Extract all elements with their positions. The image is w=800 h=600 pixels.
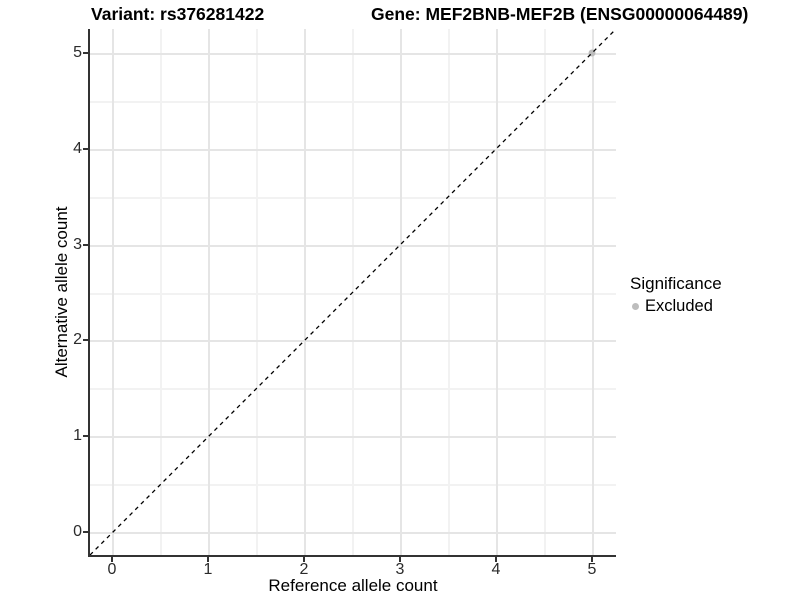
gridline-major-v xyxy=(400,29,402,555)
x-axis-line xyxy=(88,555,616,557)
legend-title: Significance xyxy=(630,274,722,293)
gridline-minor-v xyxy=(448,29,450,555)
gridline-minor-h xyxy=(90,101,616,103)
y-tick-mark xyxy=(83,339,88,341)
x-tick-label-4: 4 xyxy=(491,561,501,578)
y-tick-label-3: 3 xyxy=(73,236,82,253)
y-axis-title: Alternative allele count xyxy=(52,206,71,378)
plot-panel xyxy=(90,29,616,555)
x-tick-mark xyxy=(207,557,209,562)
gridline-major-h xyxy=(90,340,616,342)
y-tick-mark xyxy=(83,244,88,246)
y-tick-mark xyxy=(83,148,88,150)
legend-item-excluded: Excluded xyxy=(632,297,722,316)
gridline-minor-v xyxy=(256,29,258,555)
plot-title-gene: Gene: MEF2BNB-MEF2B (ENSG00000064489) xyxy=(371,4,749,24)
identity-dashed-line xyxy=(90,29,616,555)
gridline-major-h xyxy=(90,532,616,534)
y-tick-mark xyxy=(83,531,88,533)
gridline-minor-h xyxy=(90,197,616,199)
x-tick-label-1: 1 xyxy=(203,561,213,578)
gridline-major-h xyxy=(90,149,616,151)
y-tick-label-0: 0 xyxy=(73,523,82,540)
gridline-major-h xyxy=(90,53,616,55)
gridline-major-v xyxy=(592,29,594,555)
x-tick-label-0: 0 xyxy=(107,561,117,578)
y-tick-label-4: 4 xyxy=(73,140,82,157)
gridline-major-v xyxy=(496,29,498,555)
gridline-major-h xyxy=(90,436,616,438)
plot-title-variant: Variant: rs376281422 xyxy=(91,4,265,24)
gridline-major-h xyxy=(90,245,616,247)
x-tick-mark xyxy=(591,557,593,562)
y-tick-label-1: 1 xyxy=(73,427,82,444)
gridline-minor-h xyxy=(90,484,616,486)
scatter-layer xyxy=(90,29,616,555)
gridline-minor-h xyxy=(90,293,616,295)
legend: Significance Excluded xyxy=(630,274,722,316)
y-tick-label-2: 2 xyxy=(73,331,82,348)
x-tick-label-2: 2 xyxy=(299,561,309,578)
gridline-major-v xyxy=(304,29,306,555)
x-tick-label-5: 5 xyxy=(587,561,597,578)
gridline-major-v xyxy=(112,29,114,555)
x-tick-label-3: 3 xyxy=(395,561,405,578)
y-axis-line xyxy=(88,29,90,557)
x-tick-mark xyxy=(111,557,113,562)
x-tick-mark xyxy=(303,557,305,562)
x-axis-title: Reference allele count xyxy=(268,576,438,595)
y-tick-mark xyxy=(83,52,88,54)
y-tick-mark xyxy=(83,435,88,437)
gridline-major-v xyxy=(208,29,210,555)
gridline-minor-v xyxy=(160,29,162,555)
x-tick-mark xyxy=(399,557,401,562)
y-tick-label-5: 5 xyxy=(73,44,82,61)
legend-point-icon xyxy=(632,303,639,310)
legend-item-label: Excluded xyxy=(645,297,713,315)
gridline-minor-h xyxy=(90,388,616,390)
gridline-minor-v xyxy=(544,29,546,555)
x-tick-mark xyxy=(495,557,497,562)
